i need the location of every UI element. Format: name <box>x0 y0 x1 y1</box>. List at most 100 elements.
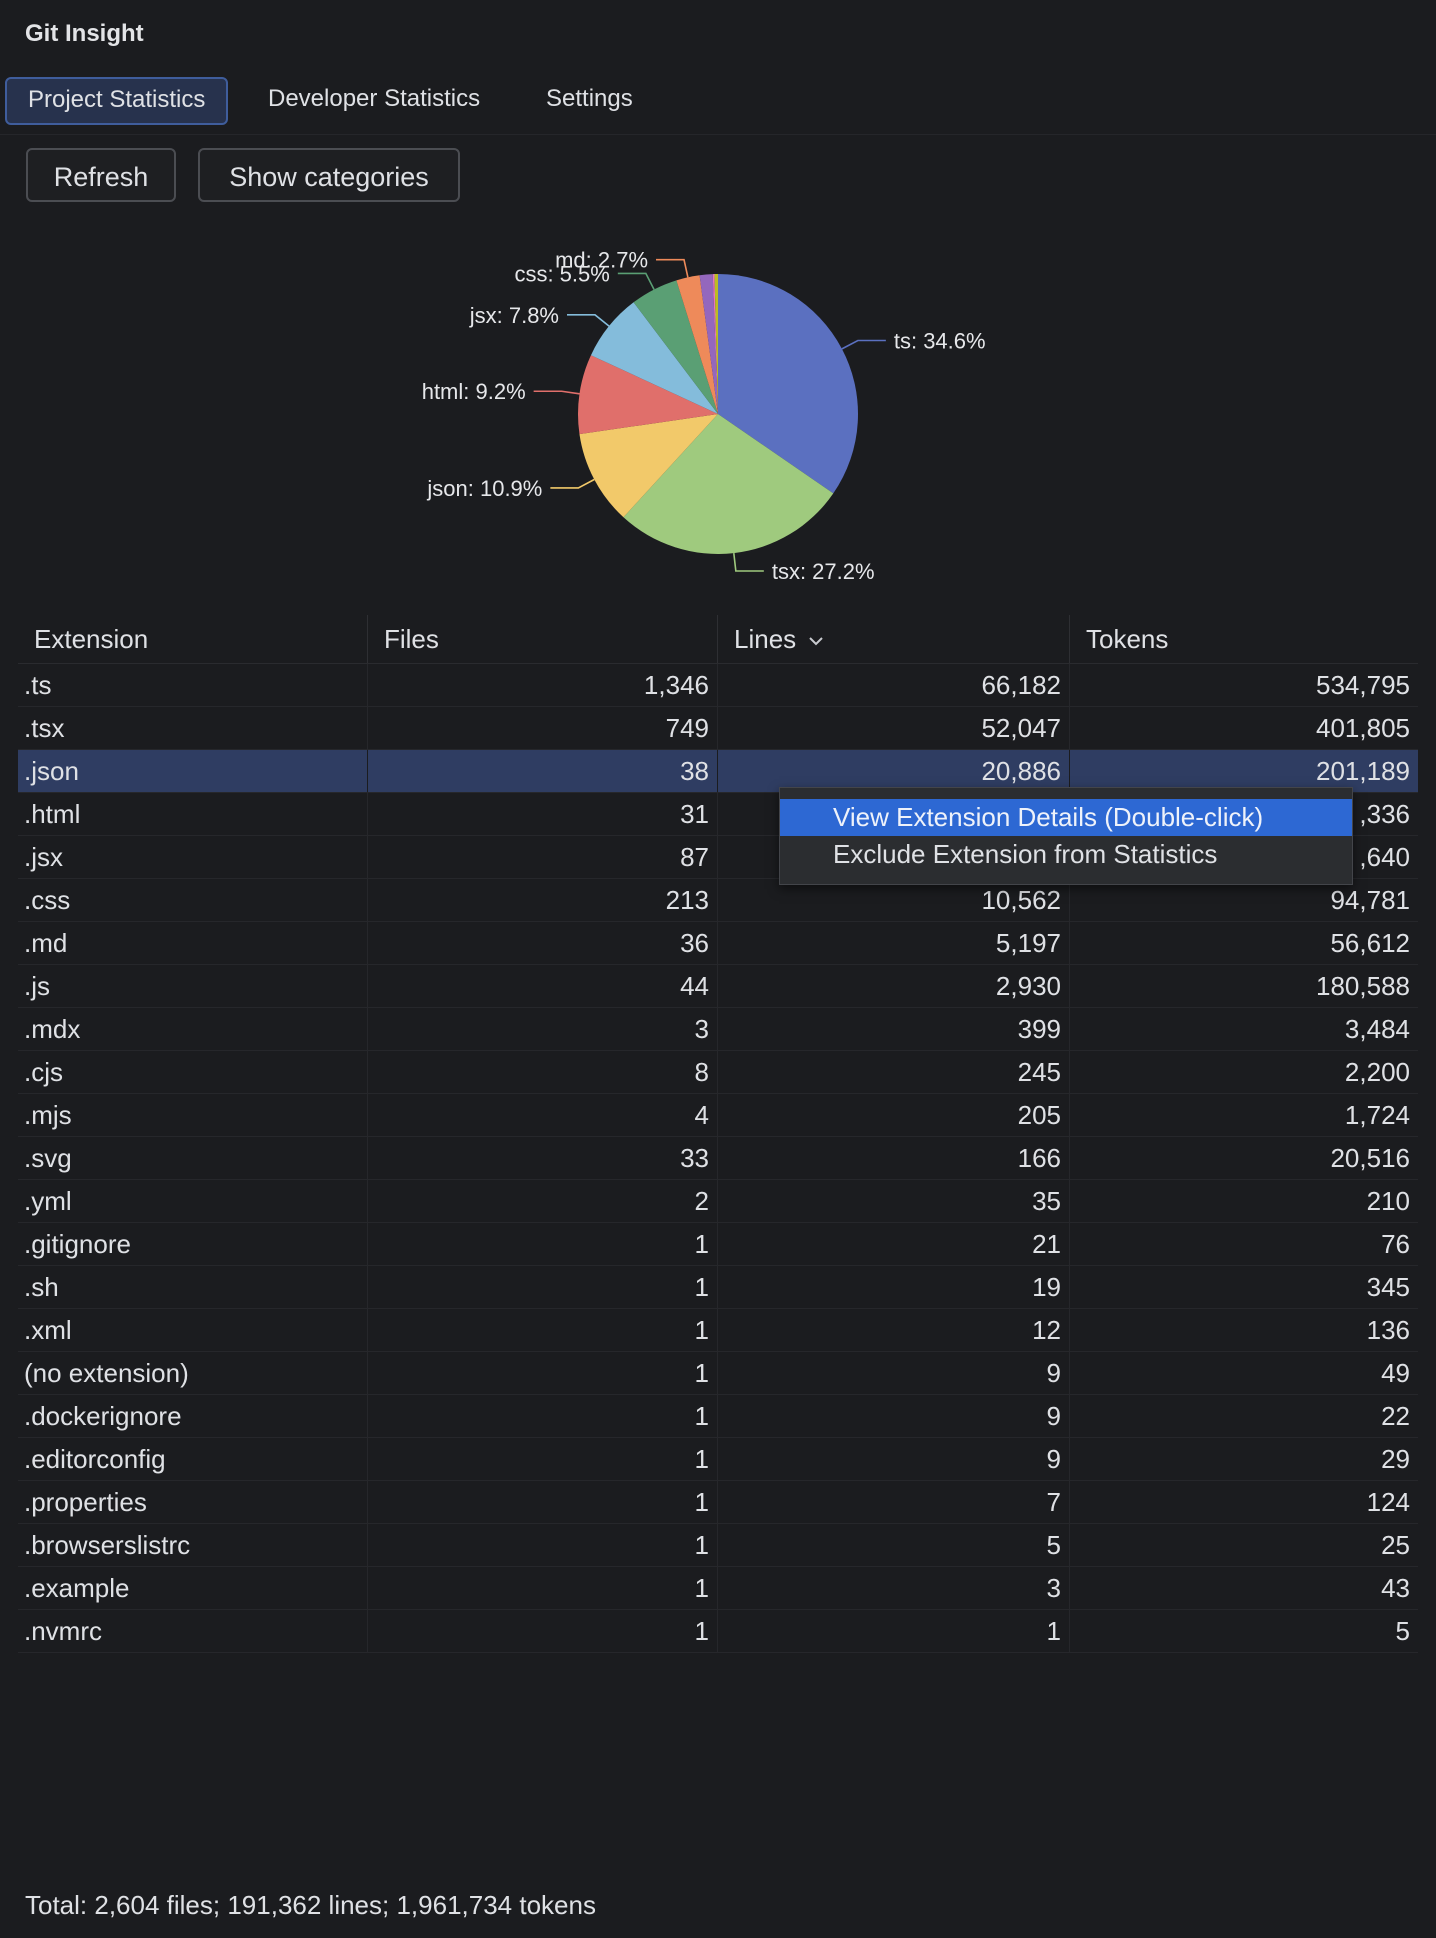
table-row[interactable]: .svg 33 166 20,516 <box>18 1137 1418 1180</box>
cell-lines: 66,182 <box>718 664 1070 706</box>
tab-settings[interactable]: Settings <box>546 85 633 112</box>
cell-files: 1 <box>368 1524 718 1566</box>
cell-lines: 12 <box>718 1309 1070 1351</box>
app-title: Git Insight <box>25 20 144 47</box>
menu-item-exclude-extension[interactable]: Exclude Extension from Statistics <box>833 839 1218 869</box>
label-leader-line <box>841 339 886 350</box>
cell-tokens: 94,781 <box>1330 885 1410 915</box>
cell-files: 1 <box>368 1610 718 1652</box>
table-row[interactable]: .css 213 10,562 94,781 <box>18 879 1418 922</box>
pie-label-json: json: 10.9% <box>426 476 542 501</box>
tab-project-statistics[interactable]: Project Statistics <box>5 77 229 125</box>
column-label: Extension <box>34 624 149 654</box>
cell-extension: .ts <box>18 664 368 706</box>
chevron-down-icon <box>809 637 823 646</box>
cell-lines: 19 <box>718 1266 1070 1308</box>
cell-files: 1,346 <box>368 664 718 706</box>
cell-files: 1 <box>368 1567 718 1609</box>
table-row[interactable]: .editorconfig 1 9 29 <box>18 1438 1418 1481</box>
column-header-tokens[interactable]: Tokens <box>1070 615 1418 663</box>
table-row[interactable]: .sh 1 19 345 <box>18 1266 1418 1309</box>
table-row[interactable]: .jsx 87 ,640 <box>18 836 1418 879</box>
table-row[interactable]: .ts 1,346 66,182 534,795 <box>18 664 1418 707</box>
cell-extension: .html <box>18 793 368 835</box>
pie-slice-ts <box>718 274 858 494</box>
table-row[interactable]: .xml 1 12 136 <box>18 1309 1418 1352</box>
refresh-button[interactable]: Refresh <box>26 148 176 202</box>
cell-extension: .yml <box>18 1180 368 1222</box>
cell-tokens: 534,795 <box>1316 670 1410 700</box>
pie-chart: ts: 34.6% tsx: 27.2% json: 10.9% html: 9.2%… <box>422 248 986 584</box>
cell-files: 31 <box>368 793 718 835</box>
cell-extension: .jsx <box>18 836 368 878</box>
label-leader-line <box>567 314 610 327</box>
table-row[interactable]: .example 1 3 43 <box>18 1567 1418 1610</box>
cell-files: 1 <box>368 1481 718 1523</box>
table-row[interactable]: .properties 1 7 124 <box>18 1481 1418 1524</box>
cell-lines: 3 <box>718 1567 1070 1609</box>
cell-extension: .tsx <box>18 707 368 749</box>
table-row[interactable]: .nvmrc 1 1 5 <box>18 1610 1418 1653</box>
show-categories-button[interactable]: Show categories <box>198 148 460 202</box>
cell-tokens: 22 <box>1381 1401 1410 1431</box>
cell-extension: .md <box>18 922 368 964</box>
table-row[interactable]: .gitignore 1 21 76 <box>18 1223 1418 1266</box>
cell-extension: (no extension) <box>18 1352 368 1394</box>
cell-tokens: 43 <box>1381 1573 1410 1603</box>
cell-tokens: 25 <box>1381 1530 1410 1560</box>
cell-tokens: 29 <box>1381 1444 1410 1474</box>
table-row[interactable]: (no extension) 1 9 49 <box>18 1352 1418 1395</box>
cell-extension: .editorconfig <box>18 1438 368 1480</box>
table-row[interactable]: .mdx 3 399 3,484 <box>18 1008 1418 1051</box>
cell-files: 8 <box>368 1051 718 1093</box>
label-leader-line <box>617 272 655 290</box>
cell-tokens: 49 <box>1381 1358 1410 1388</box>
cell-files: 36 <box>368 922 718 964</box>
cell-files: 38 <box>368 750 718 792</box>
menu-item-view-extension-details[interactable]: View Extension Details (Double-click) <box>780 799 1352 836</box>
tab-bar: Project Statistics Developer Statistics … <box>0 74 1436 135</box>
table-row[interactable]: .md 36 5,197 56,612 <box>18 922 1418 965</box>
table-row[interactable]: .dockerignore 1 9 22 <box>18 1395 1418 1438</box>
table-row[interactable]: .tsx 749 52,047 401,805 <box>18 707 1418 750</box>
cell-lines: 20,886 <box>718 750 1070 792</box>
cell-extension: .dockerignore <box>18 1395 368 1437</box>
cell-tokens: 345 <box>1366 1272 1410 1302</box>
pie-label-html: html: 9.2% <box>422 379 526 404</box>
table-row[interactable]: .json 38 20,886 201,189 <box>18 750 1418 793</box>
cell-lines: 205 <box>718 1094 1070 1136</box>
pie-slice-html <box>578 355 718 435</box>
table-row[interactable]: .cjs 8 245 2,200 <box>18 1051 1418 1094</box>
column-header-lines[interactable]: Lines <box>718 615 1070 663</box>
cell-tokens: 401,805 <box>1316 713 1410 743</box>
table-row[interactable]: .mjs 4 205 1,724 <box>18 1094 1418 1137</box>
cell-tokens: 76 <box>1381 1229 1410 1259</box>
cell-lines: 166 <box>718 1137 1070 1179</box>
tab-developer-statistics[interactable]: Developer Statistics <box>268 85 481 112</box>
cell-tokens: ,640 <box>1359 842 1410 872</box>
cell-tokens: 20,516 <box>1330 1143 1410 1173</box>
cell-files: 4 <box>368 1094 718 1136</box>
column-header-files[interactable]: Files <box>368 615 718 663</box>
table-row[interactable]: .yml 2 35 210 <box>18 1180 1418 1223</box>
table-row[interactable]: .js 44 2,930 180,588 <box>18 965 1418 1008</box>
cell-extension: .mjs <box>18 1094 368 1136</box>
cell-extension: .xml <box>18 1309 368 1351</box>
table-header: Extension Files Lines Tokens <box>18 615 1418 664</box>
table-row[interactable]: .browserslistrc 1 5 25 <box>18 1524 1418 1567</box>
cell-tokens: 136 <box>1366 1315 1410 1345</box>
extension-table: Extension Files Lines Tokens .ts 1,346 66,… <box>18 615 1418 1653</box>
column-header-extension[interactable]: Extension <box>18 615 368 663</box>
label-leader-line <box>533 390 580 395</box>
table-row[interactable]: .html 31 ,336 <box>18 793 1418 836</box>
cell-files: 87 <box>368 836 718 878</box>
cell-files: 749 <box>368 707 718 749</box>
cell-files: 1 <box>368 1395 718 1437</box>
context-menu: View Extension Details (Double-click) Ex… <box>779 787 1353 885</box>
cell-extension: .sh <box>18 1266 368 1308</box>
cell-files: 2 <box>368 1180 718 1222</box>
cell-lines: 35 <box>718 1180 1070 1222</box>
cell-tokens: 2,200 <box>1344 1057 1410 1087</box>
pie-label-css: css: 5.5% <box>514 261 609 286</box>
cell-files: 44 <box>368 965 718 1007</box>
